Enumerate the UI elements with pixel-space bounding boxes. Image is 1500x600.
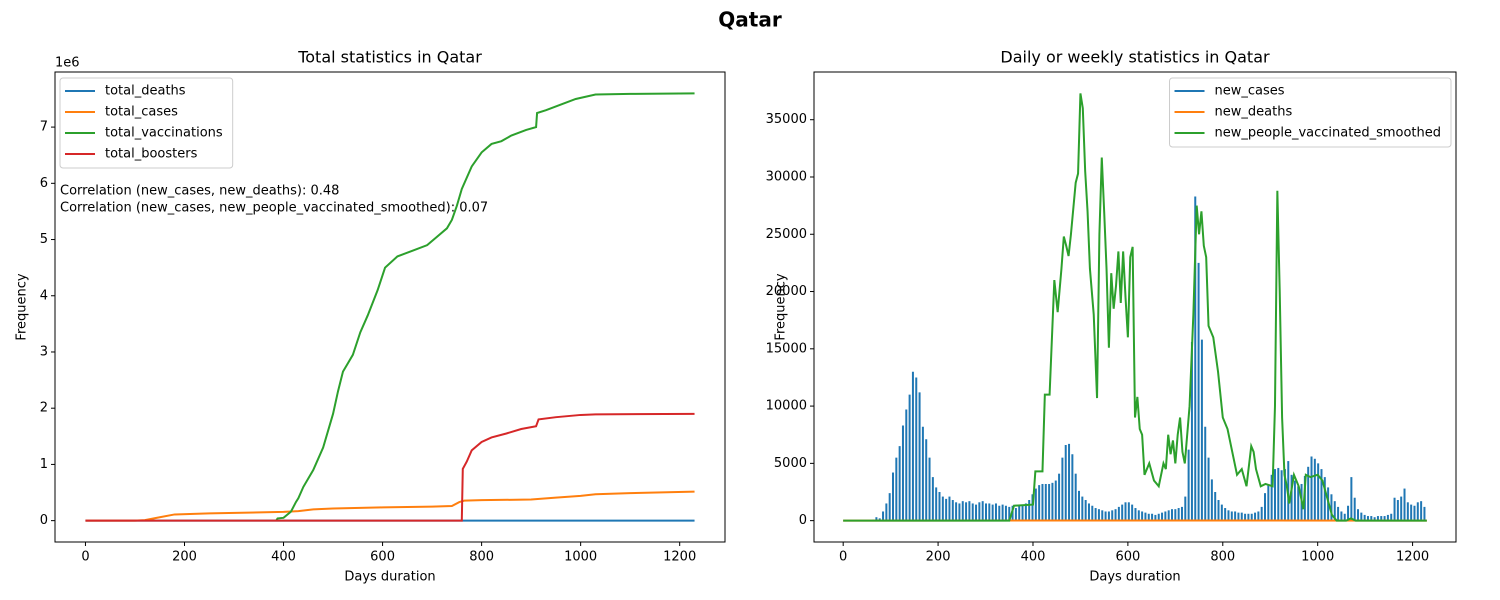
- axes-frame: [813, 71, 1457, 543]
- x-tick-label: 1200: [663, 550, 696, 565]
- x-tick-label: 800: [469, 550, 494, 565]
- y-tick-label: 0: [799, 513, 807, 528]
- x-tick-label: 200: [926, 550, 951, 565]
- legend-label: new_deaths: [1215, 105, 1293, 120]
- y-tick-label: 5000: [774, 456, 807, 471]
- legend: new_cases new_deaths new_people_vaccinated…: [1169, 77, 1452, 148]
- legend-label: new_cases: [1215, 84, 1285, 99]
- x-tick-label: 1200: [1396, 550, 1429, 565]
- axes-frame: [54, 71, 726, 543]
- axes-title: Total statistics in Qatar: [297, 48, 482, 67]
- legend-label: total_cases: [105, 105, 178, 120]
- y-tick-label: 2: [40, 401, 48, 416]
- x-tick-label: 400: [271, 550, 296, 565]
- plot-area: [85, 92, 695, 522]
- y-tick-label: 30000: [766, 169, 807, 184]
- x-tick-label: 1000: [564, 550, 597, 565]
- y-tick-label: 6: [40, 176, 48, 191]
- x-axis-label: Days duration: [1089, 570, 1180, 585]
- y-tick-label: 4: [40, 288, 48, 303]
- y-tick-label: 0: [40, 513, 48, 528]
- y-offset-text: 1e6: [55, 56, 80, 71]
- y-tick-label: 5: [40, 232, 48, 247]
- x-tick-label: 0: [81, 550, 89, 565]
- y-tick-label: 3: [40, 344, 48, 359]
- y-axis-label: Frequency: [774, 273, 789, 340]
- y-axis-label: Frequency: [15, 273, 30, 340]
- series-line: [85, 412, 695, 522]
- series-line: [85, 490, 695, 522]
- y-tick-label: 1: [40, 457, 48, 472]
- legend-label: total_deaths: [105, 84, 186, 99]
- y-tick-label: 7: [40, 120, 48, 135]
- y-tick-label: 35000: [766, 112, 807, 127]
- legend-label: new_people_vaccinated_smoothed: [1215, 126, 1441, 141]
- annotation: Correlation (new_cases, new_deaths): 0.4…: [60, 184, 339, 199]
- y-tick-label: 10000: [766, 399, 807, 414]
- x-tick-label: 600: [1115, 550, 1140, 565]
- series-line: [843, 93, 1427, 522]
- y-tick-label: 25000: [766, 227, 807, 242]
- axes-title: Daily or weekly statistics in Qatar: [1000, 48, 1270, 67]
- x-tick-label: 0: [839, 550, 847, 565]
- legend-label: total_boosters: [105, 147, 198, 162]
- y-tick-label: 20000: [766, 284, 807, 299]
- annotation: Correlation (new_cases, new_people_vacci…: [60, 201, 488, 216]
- figure-title: Qatar: [718, 8, 782, 32]
- subplot: Daily or weekly statistics in Qatar Days …: [766, 48, 1457, 585]
- legend-frame: [1169, 77, 1452, 148]
- legend: total_deaths total_cases total_vaccination…: [59, 77, 234, 169]
- x-tick-label: 800: [1210, 550, 1235, 565]
- legend-frame: [59, 77, 234, 169]
- x-axis-label: Days duration: [344, 570, 435, 585]
- plot-area: [843, 93, 1427, 522]
- x-tick-label: 400: [1021, 550, 1046, 565]
- x-tick-label: 600: [370, 550, 395, 565]
- legend-label: total_vaccinations: [105, 126, 223, 141]
- y-tick-label: 15000: [766, 341, 807, 356]
- series-line: [275, 92, 695, 522]
- subplot: Total statistics in Qatar Days duration Fr…: [15, 48, 726, 585]
- x-tick-label: 1000: [1301, 550, 1334, 565]
- x-tick-label: 200: [172, 550, 197, 565]
